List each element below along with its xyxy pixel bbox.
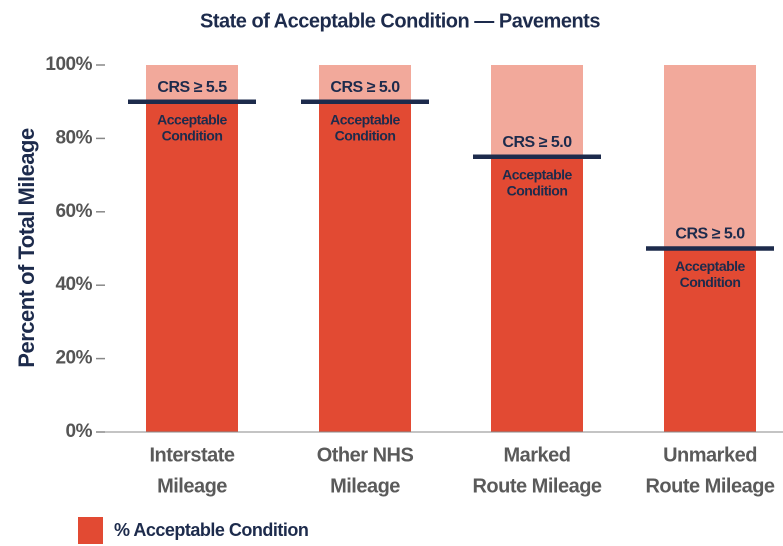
bar [491, 156, 583, 432]
x-tick-label: Route Mileage [645, 475, 774, 497]
bar [664, 248, 756, 432]
annotation-text: Acceptable [157, 111, 227, 127]
x-tick-label: Unmarked [663, 444, 757, 466]
annotation-text: Condition [335, 127, 396, 143]
annotation-text: Acceptable [330, 111, 400, 127]
annotation-text: Acceptable [502, 166, 572, 182]
legend-label: % Acceptable Condition [114, 520, 308, 540]
y-tick-label: 20% [55, 348, 92, 369]
y-tick-label: 40% [55, 274, 92, 295]
annotation-text: Acceptable [675, 258, 745, 274]
bar [319, 101, 411, 432]
x-tick-label: Mileage [157, 475, 227, 497]
y-tick-label: 0% [66, 421, 93, 442]
x-tick-label: Marked [503, 444, 570, 466]
annotation-text: Condition [507, 182, 568, 198]
y-axis-label: Percent of Total Mileage [14, 128, 39, 368]
x-tick-label: Mileage [330, 475, 400, 497]
threshold-label: CRS ≥ 5.0 [502, 134, 572, 151]
x-tick-label: Route Mileage [472, 475, 601, 497]
threshold-label: CRS ≥ 5.0 [330, 79, 400, 96]
y-tick-label: 60% [55, 201, 92, 222]
y-tick-label: 100% [45, 54, 92, 75]
x-tick-label: Other NHS [317, 444, 414, 466]
threshold-label: CRS ≥ 5.0 [675, 226, 745, 243]
legend-swatch [78, 517, 103, 544]
threshold-label: CRS ≥ 5.5 [157, 79, 227, 96]
x-tick-label: Interstate [149, 444, 234, 466]
annotation-text: Condition [680, 274, 741, 290]
y-tick-label: 80% [55, 127, 92, 148]
chart-title: State of Acceptable Condition — Pavement… [200, 10, 600, 32]
annotation-text: Condition [162, 127, 223, 143]
bar [146, 101, 238, 432]
